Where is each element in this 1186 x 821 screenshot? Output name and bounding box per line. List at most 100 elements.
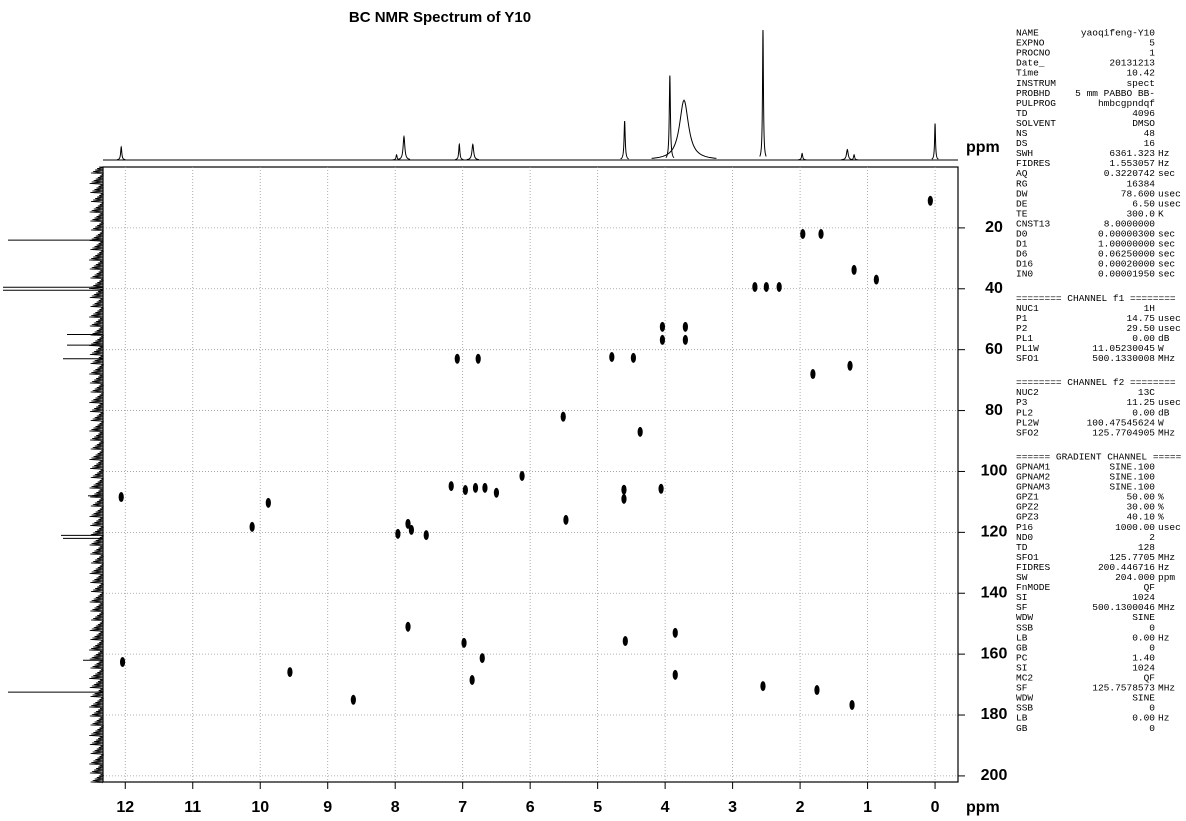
parameter-unit: sec [1158,168,1175,179]
cross-peak [800,228,806,239]
cross-peak [482,482,488,493]
parameter-value: 300.0 [1126,208,1155,219]
cross-peak [454,353,460,364]
parameter-value: 500.1330008 [1092,353,1155,364]
parameter-name: P2 [1016,323,1028,334]
parameter-name: GPZ2 [1016,502,1039,513]
y-tick-label: 80 [985,402,1003,419]
cross-peak [265,497,271,508]
parameter-value: 30.00 [1126,502,1155,513]
cross-peak [847,360,853,371]
y-tick-label: 200 [981,767,1008,784]
parameter-name: SSB [1016,622,1033,633]
x-tick-label: 8 [391,799,400,816]
parameter-name: ND0 [1016,532,1033,543]
x-tick-label: 6 [526,799,535,816]
cross-peak [118,492,124,503]
cross-peak [810,369,816,380]
parameter-name: IN0 [1016,269,1033,280]
parameter-value: 1.00000000 [1098,239,1155,250]
cross-peak [849,699,855,710]
x-tick-label: 2 [796,799,805,816]
parameter-value: 0.00 [1132,407,1155,418]
top-projection-peak [841,148,854,161]
parameter-name: RG [1016,178,1028,189]
parameter-value: 0.3220742 [1104,168,1156,179]
cross-peak [672,669,678,680]
x-tick-label: 1 [863,799,872,816]
parameter-name: PROCNO [1016,48,1051,59]
parameter-value: 16 [1144,138,1156,149]
x-tick-label: 9 [323,799,332,816]
parameter-value: 78.600 [1121,188,1156,199]
parameter-unit: Hz [1158,713,1169,724]
parameter-value: SINE [1132,693,1155,704]
cross-peak [423,530,429,541]
parameter-value: DMSO [1132,118,1155,129]
parameter-value: 6361.323 [1109,148,1155,159]
parameter-name: WDW [1016,612,1033,623]
parameter-value: 10.42 [1126,68,1155,79]
parameter-name: DS [1016,138,1028,149]
parameter-value: 204.000 [1115,572,1155,583]
parameter-section-header: ====== GRADIENT CHANNEL ===== [1016,451,1182,462]
cross-peak [519,471,525,482]
parameter-value: 1024 [1132,662,1155,673]
parameter-unit: % [1158,502,1164,513]
parameter-value: 0.00000300 [1098,229,1155,240]
parameter-name: GPNAM3 [1016,482,1051,493]
cross-peak [563,514,569,525]
parameter-value: 0.00001950 [1098,269,1155,280]
parameter-value: SINE.100 [1109,472,1155,483]
parameter-unit: MHz [1158,602,1175,613]
y-tick-label: 40 [985,280,1003,297]
parameter-value: 100.47545624 [1087,417,1156,428]
parameter-unit: sec [1158,249,1175,260]
parameter-name: EXPNO [1016,38,1045,49]
y-tick-label: 100 [981,463,1008,480]
x-tick-label: 11 [184,799,201,816]
parameter-name: SI [1016,662,1027,673]
cross-peak [621,493,627,504]
parameter-name: WDW [1016,693,1033,704]
parameter-name: FIDRES [1016,158,1051,169]
parameter-value: 125.7705 [1109,552,1155,563]
parameter-value: 14.75 [1126,313,1155,324]
top-projection-peak [620,120,629,160]
parameter-name: SSB [1016,703,1033,714]
projection-axis-label: ppm [966,139,1000,156]
cross-peak [622,636,628,647]
parameter-unit: dB [1158,333,1170,344]
parameter-name: SI [1016,592,1027,603]
cross-peak [851,264,857,275]
x-tick-label: 0 [931,799,940,816]
parameter-unit: Hz [1158,158,1169,169]
y-tick-label: 20 [985,219,1003,236]
cross-peak [472,482,479,493]
parameter-unit: sec [1158,269,1175,280]
parameter-value: SINE.100 [1109,482,1155,493]
parameter-value: 11.05230045 [1092,343,1155,354]
parameter-name: D0 [1016,229,1028,240]
top-projection-peak [466,143,479,161]
y-tick-label: 140 [981,584,1008,601]
parameter-value: 1 [1149,48,1155,59]
parameter-name: SFO1 [1016,552,1039,563]
parameter-unit: usec [1158,313,1181,324]
parameter-name: SFO2 [1016,427,1039,438]
parameter-value: 11.25 [1126,397,1155,408]
parameter-name: Date_ [1016,58,1045,69]
parameter-name: PL1 [1016,333,1033,344]
parameter-unit: sec [1158,239,1175,250]
cross-peak [873,274,879,285]
parameter-name: GB [1016,723,1028,734]
parameter-name: LB [1016,632,1028,643]
parameter-value: QF [1144,582,1156,593]
parameter-unit: W [1158,417,1164,428]
parameter-value: 8.0000000 [1104,218,1156,229]
cross-peak [609,351,615,362]
parameter-value: SINE.100 [1109,461,1155,472]
parameter-value: spect [1126,78,1155,89]
top-projection-peak [931,123,939,160]
